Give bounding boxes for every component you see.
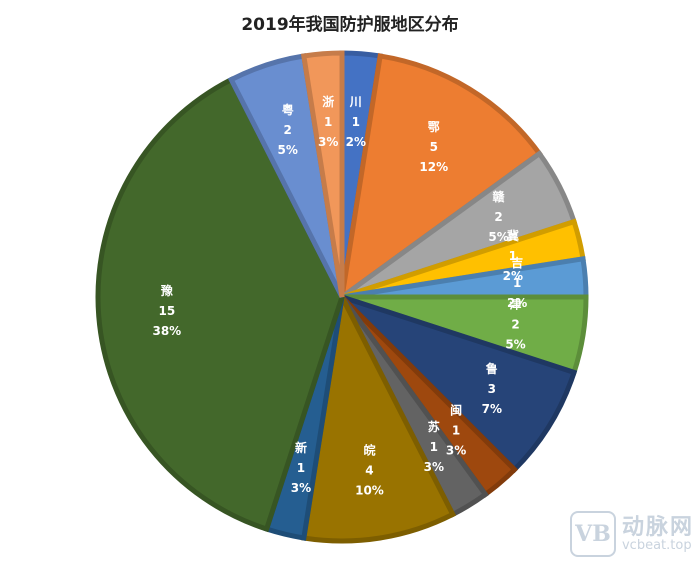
slice-label: 川: [349, 95, 362, 109]
pie-slice: [300, 289, 457, 544]
slice-percent: 3%: [424, 460, 444, 474]
slice-value: 15: [159, 304, 176, 318]
slice-label: 闽: [450, 403, 462, 418]
slice-percent: 5%: [278, 143, 298, 157]
slice-value: 1: [297, 461, 305, 475]
watermark: VB 动脉网 vcbeat.top: [569, 511, 694, 557]
pie-slice: [95, 76, 345, 533]
slice-value: 1: [430, 440, 438, 454]
slice-label: 豫: [161, 283, 173, 298]
slice-percent: 5%: [505, 337, 525, 351]
slice-value: 2: [511, 317, 519, 331]
slice-label: 赣: [493, 189, 506, 204]
slice-value: 1: [324, 115, 332, 129]
slice-label: 粤: [282, 102, 294, 117]
slice-percent: 38%: [152, 324, 181, 338]
slice-value: 1: [452, 424, 460, 438]
slice-percent: 5%: [488, 230, 508, 244]
watermark-brand: 动脉网: [621, 514, 694, 540]
slice-label: 吉: [511, 255, 523, 270]
slice-value: 5: [430, 140, 438, 154]
watermark-url: vcbeat.top: [621, 537, 692, 553]
slice-value: 1: [513, 276, 521, 290]
slice-label: 冀: [507, 228, 519, 243]
slice-label: 浙: [322, 94, 334, 109]
slice-label: 鄂: [428, 120, 440, 134]
vb-logo-icon: VB: [569, 511, 616, 557]
slice-value: 3: [488, 382, 496, 396]
slice-value: 2: [284, 123, 292, 137]
slice-percent: 3%: [446, 444, 466, 458]
slice-percent: 12%: [419, 160, 448, 174]
slice-label: 新: [295, 440, 307, 455]
slice-value: 2: [494, 210, 502, 224]
slice-value: 1: [509, 249, 517, 263]
slice-percent: 2%: [507, 296, 527, 310]
slice-percent: 2%: [346, 135, 366, 149]
slice-percent: 3%: [318, 135, 338, 149]
chart-title: 2019年我国防护服地区分布: [241, 15, 459, 35]
pie-slice: [300, 50, 345, 298]
slice-label: 鲁: [485, 361, 498, 376]
slice-percent: 10%: [355, 484, 384, 498]
slice-percent: 2%: [503, 269, 523, 283]
slice-percent: 7%: [482, 402, 502, 416]
slice-value: 4: [365, 464, 373, 478]
slice-value: 1: [352, 115, 360, 129]
pie-slice: [338, 53, 543, 303]
slice-label: 苏: [428, 419, 440, 434]
slice-percent: 3%: [291, 481, 311, 495]
slice-label: 皖: [363, 443, 375, 458]
slice-label: 津: [510, 296, 522, 311]
